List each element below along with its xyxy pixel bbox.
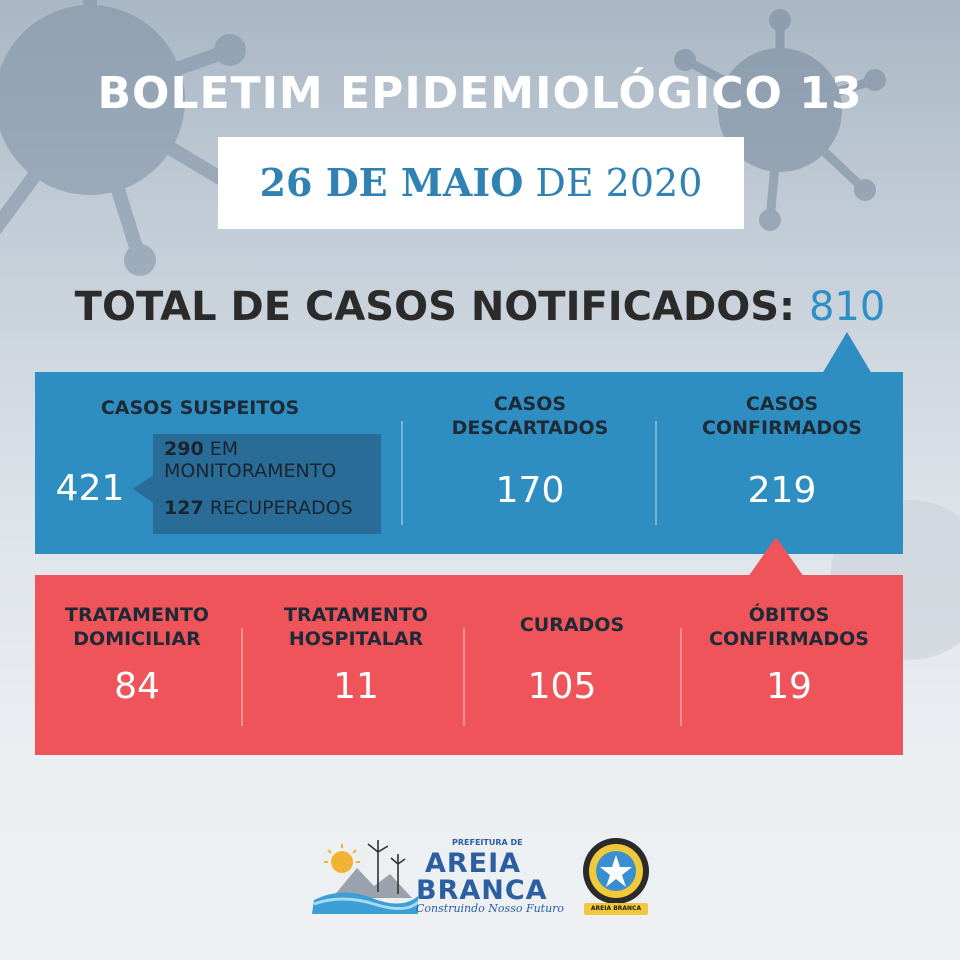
- monitor-label-2: MONITORAMENTO: [164, 460, 337, 482]
- municipal-seal-logo: [583, 838, 649, 915]
- red-divider-1: [241, 628, 243, 726]
- date-box: 26 DE MAIO DE 2020: [218, 137, 744, 229]
- pointer-triangle-middle: [748, 537, 804, 577]
- city-name-line-1: AREIA: [425, 848, 522, 879]
- pointer-triangle-top: [822, 332, 872, 374]
- suspeitos-pointer: [133, 474, 155, 504]
- total-label: TOTAL DE CASOS NOTIFICADOS:: [74, 284, 796, 330]
- blue-divider-1: [401, 421, 403, 525]
- confirmados-value: 219: [747, 470, 817, 511]
- descartados-label: CASOS DESCARTADOS: [451, 393, 609, 439]
- recovered-number: 127: [164, 497, 204, 519]
- recovered-label: RECUPERADOS: [209, 497, 353, 519]
- hospitalar-value: 11: [333, 666, 379, 707]
- virus-illustration-right: [674, 9, 886, 231]
- suspeitos-label: CASOS SUSPEITOS: [100, 397, 300, 419]
- red-divider-3: [680, 628, 682, 726]
- monitor-number: 290: [164, 438, 204, 460]
- monitor-text: 290 EM MONITORAMENTO: [164, 438, 336, 482]
- city-landscape-logo: [312, 840, 418, 914]
- obitos-label: ÓBITOS CONFIRMADOS: [709, 604, 869, 650]
- virus-illustration-left: [0, 0, 256, 276]
- descartados-value: 170: [495, 470, 565, 511]
- prefeitura-label: PREFEITURA DE: [452, 838, 523, 847]
- domiciliar-label: TRATAMENTO DOMICILIAR: [65, 604, 209, 650]
- suspeitos-value: 421: [55, 468, 125, 509]
- page-title: BOLETIM EPIDEMIOLÓGICO 13: [97, 68, 863, 119]
- total-notified: TOTAL DE CASOS NOTIFICADOS: 810: [0, 284, 960, 330]
- date-rest: DE 2020: [523, 161, 703, 205]
- suspeitos-breakdown-box: [153, 434, 381, 534]
- red-divider-2: [463, 628, 465, 726]
- monitor-label-1: EM: [209, 438, 239, 460]
- curados-value: 105: [527, 666, 597, 707]
- total-value: 810: [808, 284, 886, 330]
- date-bold: 26 DE MAIO: [259, 160, 524, 205]
- red-panel: [35, 575, 903, 755]
- obitos-value: 19: [766, 666, 812, 707]
- hospitalar-label: TRATAMENTO HOSPITALAR: [284, 604, 428, 650]
- curados-label: CURADOS: [519, 614, 625, 636]
- confirmados-label: CASOS CONFIRMADOS: [702, 393, 862, 439]
- blue-divider-2: [655, 421, 657, 525]
- city-name-line-2: BRANCA: [416, 875, 548, 906]
- domiciliar-value: 84: [114, 666, 160, 707]
- seal-text: AREIA BRANCA: [590, 905, 642, 912]
- recovered-text: 127 RECUPERADOS: [164, 497, 353, 519]
- slogan: Construindo Nosso Futuro: [416, 902, 565, 915]
